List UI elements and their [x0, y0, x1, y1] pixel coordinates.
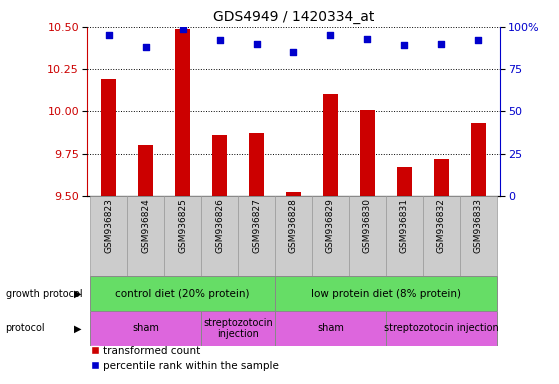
Bar: [471, 123, 486, 196]
Text: growth protocol: growth protocol: [6, 289, 82, 299]
Text: GSM936827: GSM936827: [252, 198, 261, 253]
Text: GSM936824: GSM936824: [141, 198, 150, 253]
Bar: [275, 276, 496, 311]
Point: [363, 36, 372, 42]
Point: [289, 49, 298, 55]
Bar: [386, 196, 423, 276]
Text: GSM936832: GSM936832: [437, 198, 446, 253]
Bar: [91, 196, 127, 276]
Bar: [212, 135, 227, 196]
Bar: [91, 311, 201, 346]
Bar: [201, 196, 238, 276]
Point: [437, 41, 446, 47]
Text: ▶: ▶: [74, 323, 81, 333]
Bar: [164, 196, 201, 276]
Bar: [423, 196, 459, 276]
Text: protocol: protocol: [6, 323, 45, 333]
Bar: [386, 311, 496, 346]
Text: sham: sham: [317, 323, 344, 333]
Bar: [139, 145, 153, 196]
Text: sham: sham: [132, 323, 159, 333]
Point: [141, 44, 150, 50]
Text: low protein diet (8% protein): low protein diet (8% protein): [311, 289, 461, 299]
Point: [178, 25, 187, 31]
Bar: [434, 159, 449, 196]
Bar: [360, 110, 375, 196]
Bar: [238, 196, 275, 276]
Bar: [201, 311, 275, 346]
Text: GSM936826: GSM936826: [215, 198, 224, 253]
Point: [215, 37, 224, 43]
Bar: [459, 196, 496, 276]
Text: GSM936830: GSM936830: [363, 198, 372, 253]
Bar: [312, 196, 349, 276]
Bar: [91, 276, 275, 311]
Bar: [101, 79, 116, 196]
Bar: [275, 311, 386, 346]
Bar: [397, 167, 411, 196]
Point: [252, 41, 261, 47]
Bar: [323, 94, 338, 196]
Point: [400, 42, 409, 48]
Text: streptozotocin
injection: streptozotocin injection: [203, 318, 273, 339]
Text: GSM936823: GSM936823: [105, 198, 113, 253]
Point: [105, 32, 113, 38]
Legend: transformed count, percentile rank within the sample: transformed count, percentile rank withi…: [86, 341, 283, 375]
Text: ▶: ▶: [74, 289, 81, 299]
Title: GDS4949 / 1420334_at: GDS4949 / 1420334_at: [213, 10, 374, 25]
Text: streptozotocin injection: streptozotocin injection: [384, 323, 499, 333]
Point: [326, 32, 335, 38]
Bar: [249, 133, 264, 196]
Bar: [349, 196, 386, 276]
Point: [473, 37, 482, 43]
Text: GSM936833: GSM936833: [473, 198, 482, 253]
Text: GSM936829: GSM936829: [326, 198, 335, 253]
Bar: [176, 28, 190, 196]
Bar: [286, 192, 301, 196]
Text: GSM936831: GSM936831: [400, 198, 409, 253]
Bar: [127, 196, 164, 276]
Text: GSM936828: GSM936828: [289, 198, 298, 253]
Text: control diet (20% protein): control diet (20% protein): [115, 289, 250, 299]
Bar: [275, 196, 312, 276]
Text: GSM936825: GSM936825: [178, 198, 187, 253]
